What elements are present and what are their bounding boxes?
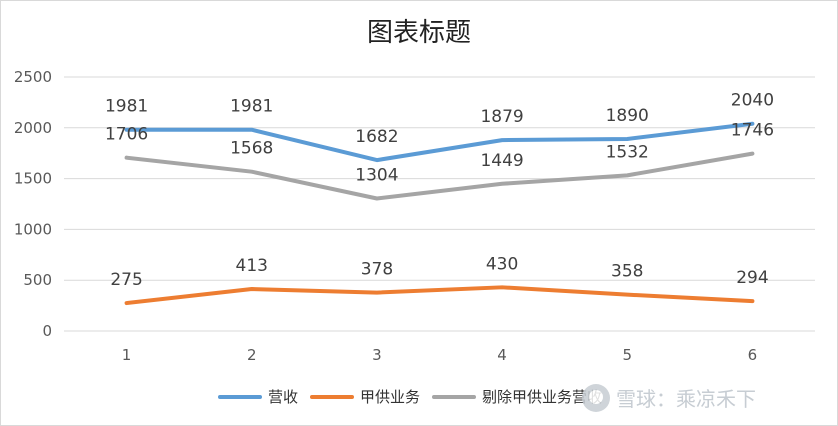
y-tick-label: 500 (23, 271, 52, 289)
legend-swatch-revenue (218, 394, 262, 399)
watermark: 雪球：乘凉禾下 (582, 383, 756, 412)
data-label: 2040 (731, 91, 774, 111)
data-label: 1981 (105, 97, 148, 117)
series-line-1 (124, 285, 755, 306)
legend-swatch-supply (310, 394, 355, 399)
y-tick-label: 2500 (14, 68, 52, 86)
data-label: 1890 (606, 106, 649, 126)
y-tick-label: 1500 (14, 170, 52, 188)
legend-label-net-revenue: 剔除甲供业务营收 (482, 388, 603, 406)
y-tick-label: 2000 (14, 119, 52, 137)
data-label: 1981 (230, 97, 273, 117)
data-label: 1746 (731, 121, 774, 141)
snowball-logo-icon (582, 383, 610, 412)
data-label: 1449 (480, 151, 523, 171)
legend-label-revenue: 营收 (268, 388, 299, 406)
data-label: 294 (736, 268, 768, 288)
data-label: 1879 (480, 107, 523, 127)
watermark-text: 雪球：乘凉禾下 (616, 387, 756, 411)
series-line-0 (124, 121, 755, 163)
data-label: 378 (361, 260, 393, 280)
data-label: 358 (611, 262, 643, 282)
data-label: 1532 (606, 142, 649, 162)
y-tick-label: 1000 (14, 220, 52, 238)
x-tick-label: 1 (122, 346, 132, 364)
x-tick-label: 6 (748, 346, 758, 364)
x-tick-label: 5 (622, 346, 632, 364)
legend-swatch-net-revenue (432, 394, 477, 399)
legend-label-supply: 甲供业务 (360, 388, 421, 406)
series-line-2 (124, 151, 755, 201)
data-label: 1682 (355, 127, 398, 147)
data-label: 1304 (355, 166, 398, 186)
legend-item-net-revenue: 剔除甲供业务营收 (432, 386, 602, 407)
x-tick-label: 2 (247, 346, 257, 364)
data-label: 430 (486, 254, 518, 274)
legend-item-supply: 甲供业务 (310, 386, 420, 407)
data-label: 275 (110, 270, 142, 290)
data-label: 413 (236, 256, 268, 276)
x-tick-label: 3 (372, 346, 382, 364)
data-label: 1706 (105, 125, 148, 145)
chart-title: 图表标题 (366, 18, 471, 48)
data-label: 1568 (230, 139, 273, 159)
legend-item-revenue: 营收 (218, 386, 298, 407)
x-tick-label: 4 (497, 346, 507, 364)
legend: 营收 甲供业务 剔除甲供业务营收 (218, 386, 602, 407)
y-tick-label: 0 (42, 322, 52, 340)
